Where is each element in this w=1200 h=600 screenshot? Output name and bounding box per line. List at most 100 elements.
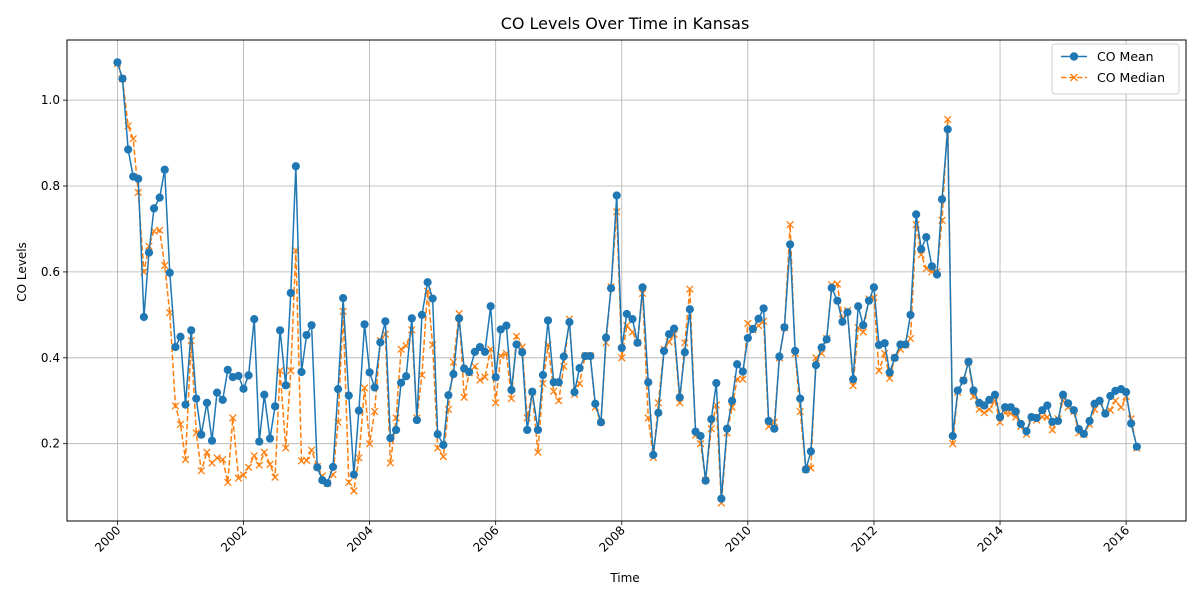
co-mean-point [433,430,442,439]
co-mean-point [606,284,616,293]
co-mean-point [244,371,253,380]
co-mean-point [801,465,810,474]
co-mean-point [1095,396,1104,405]
co-mean-point [948,431,957,441]
co-mean-point [455,314,464,323]
co-mean-point [165,268,174,277]
co-mean-point [124,145,133,154]
co-median-point [213,454,221,462]
co-mean-point [218,395,227,404]
co-mean-point [586,351,595,361]
legend-mean-label: CO Mean [1097,49,1154,64]
co-median-point [239,471,248,479]
co-median-point [681,339,689,347]
co-mean-point [906,310,915,319]
co-mean-point [144,248,154,257]
co-median-point [696,439,705,448]
co-mean-point [543,316,553,325]
co-median-point [481,373,489,381]
co-mean-point [1032,413,1041,423]
co-median-point [350,487,358,495]
co-mean-point [727,396,737,405]
co-median-point [255,461,264,469]
co-median-point [849,381,857,390]
co-mean-point [943,125,952,134]
co-mean-point [1011,407,1020,416]
co-mean-point [118,74,127,83]
co-median-point [449,358,458,366]
co-mean-point [775,352,784,361]
co-mean-point [612,191,621,200]
co-median-point [471,362,479,371]
co-mean-point [570,388,579,397]
co-mean-point [633,338,642,347]
co-mean-point [654,408,663,417]
co-mean-point [827,283,836,292]
co-mean-point [381,317,390,326]
co-median-point [250,451,258,460]
co-mean-point [523,425,532,435]
y-tick-label: 0.4 [41,351,60,365]
y-tick-label: 0.8 [41,179,60,193]
co-mean-point [307,321,316,330]
co-median-point [386,459,395,467]
co-mean-point [339,294,348,303]
co-mean-point [223,365,232,374]
co-mean-point [937,195,947,204]
co-mean-point [139,312,149,322]
co-mean-point [596,418,606,427]
co-mean-point [512,340,521,349]
co-mean-point [239,384,248,393]
co-mean-point [849,375,858,384]
co-median-point [948,439,957,448]
co-median-point [266,460,274,469]
co-mean-point [533,425,543,435]
co-mean-point [176,332,185,341]
co-mean-point [444,391,453,400]
co-mean-point [638,283,647,292]
co-mean-point [880,339,889,348]
co-mean-point [344,391,353,400]
co-mean-point [417,310,427,319]
co-mean-point [922,233,931,242]
co-mean-point [328,462,338,471]
co-median-point [1117,403,1125,411]
co-mean-point [659,346,669,356]
co-mean-point [113,58,122,67]
co-median-point [554,396,563,405]
co-mean-point [1053,416,1063,426]
co-median-point [365,439,374,448]
co-mean-point [859,321,868,330]
co-mean-point [449,370,458,379]
co-mean-point [664,330,674,339]
co-mean-point [738,367,747,376]
co-mean-point [759,304,768,313]
x-axis-label: Time [609,571,639,585]
co-mean-point [428,294,437,303]
co-mean-point [806,447,815,456]
co-mean-point [869,283,879,292]
co-median-point [549,387,558,396]
co-mean-point [680,348,689,357]
co-mean-point [192,394,201,403]
co-mean-point [575,364,584,373]
co-mean-point [917,245,926,254]
co-mean-point [386,434,395,443]
co-mean-point [275,326,285,335]
co-median-point [181,455,190,464]
co-mean-point [412,415,421,425]
co-median-point [906,334,915,343]
x-tick-label: 2006 [470,523,501,554]
co-mean-point [990,390,1000,399]
co-mean-point [171,342,180,352]
co-mean-point [391,425,401,435]
co-median-point [244,463,253,472]
co-mean-point [502,321,511,330]
co-mean-point [507,385,516,395]
co-mean-point [181,400,190,409]
co-mean-point [817,343,826,352]
co-median-point [197,466,206,475]
legend-median-marker [1070,73,1078,82]
co-mean-point [1064,399,1073,408]
co-mean-point [480,347,490,356]
